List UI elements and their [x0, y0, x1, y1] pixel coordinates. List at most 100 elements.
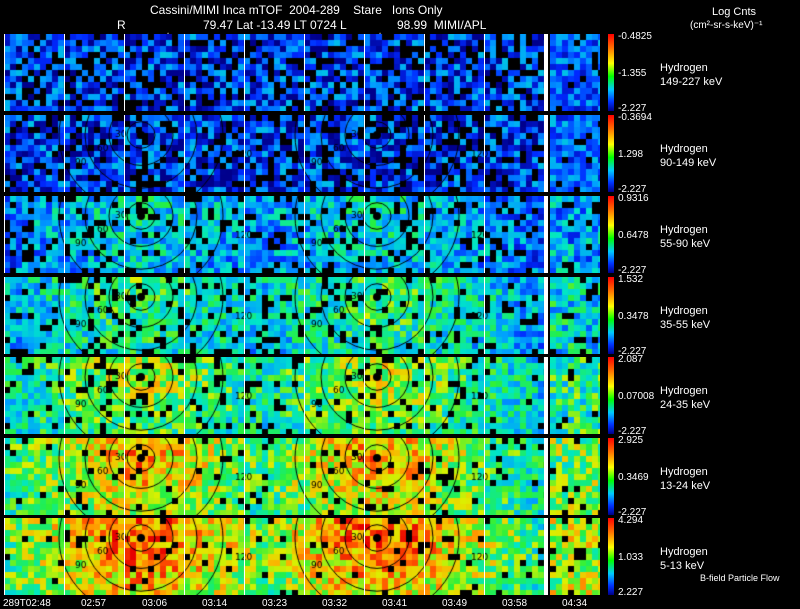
time-tick: 02:57 — [81, 598, 107, 609]
time-gridline — [544, 357, 545, 434]
colorbar-mid-label: 1.033 — [618, 552, 644, 563]
time-gridline — [4, 277, 5, 354]
time-gridline — [244, 438, 245, 515]
panel-separator — [545, 115, 548, 192]
time-gridline — [484, 438, 485, 515]
colorbar-min-label: -2.227 — [618, 507, 647, 518]
energy-range-label: 90-149 keV — [660, 157, 717, 169]
spectrogram-image — [4, 196, 546, 273]
time-tick: 03:23 — [262, 598, 288, 609]
time-gridline — [124, 196, 125, 273]
colorbar-min-label: -2.227 — [618, 265, 647, 276]
panel-separator — [545, 518, 548, 595]
colorbar-mid-label: 0.07008 — [618, 391, 655, 402]
panel-separator — [545, 196, 548, 273]
time-gridline — [244, 277, 245, 354]
time-gridline — [184, 115, 185, 192]
time-gridline — [4, 196, 5, 273]
time-gridline — [304, 277, 305, 354]
time-gridline — [64, 438, 65, 515]
time-gridline — [184, 196, 185, 273]
panel-separator — [545, 34, 548, 111]
colorbar-min-label: -2.227 — [618, 103, 647, 114]
species-label: Hydrogen — [660, 224, 708, 236]
time-gridline — [124, 115, 125, 192]
colorbar-max-label: -0.3694 — [618, 112, 652, 123]
colorbar — [608, 438, 614, 515]
species-label: Hydrogen — [660, 62, 708, 74]
time-gridline — [424, 115, 425, 192]
colorbar-max-label: 4.294 — [618, 515, 644, 526]
time-gridline — [484, 518, 485, 595]
time-gridline — [64, 518, 65, 595]
time-gridline — [124, 438, 125, 515]
time-gridline — [544, 115, 545, 192]
side-strip-image — [550, 357, 600, 434]
time-gridline — [544, 196, 545, 273]
footer-note: B-field Particle Flow — [700, 573, 780, 583]
time-gridline — [4, 34, 5, 111]
colorbar — [608, 357, 614, 434]
time-gridline — [304, 357, 305, 434]
time-gridline — [124, 34, 125, 111]
species-label: Hydrogen — [660, 466, 708, 478]
time-gridline — [424, 438, 425, 515]
species-label: Hydrogen — [660, 385, 708, 397]
time-gridline — [64, 34, 65, 111]
time-tick: 03:49 — [442, 598, 468, 609]
colorbar-min-label: -2.227 — [618, 346, 647, 357]
time-gridline — [4, 357, 5, 434]
time-gridline — [184, 34, 185, 111]
side-strip-image — [550, 518, 600, 595]
time-gridline — [244, 34, 245, 111]
time-gridline — [544, 438, 545, 515]
time-gridline — [364, 115, 365, 192]
species-label: Hydrogen — [660, 546, 708, 558]
time-gridline — [184, 518, 185, 595]
colorbar-max-label: 2.087 — [618, 354, 644, 365]
time-gridline — [484, 357, 485, 434]
colorbar-max-label: -0.4825 — [618, 31, 652, 42]
time-gridline — [64, 115, 65, 192]
time-gridline — [544, 518, 545, 595]
energy-panel — [4, 277, 546, 354]
time-gridline — [304, 34, 305, 111]
time-gridline — [4, 115, 5, 192]
spectrogram-image — [4, 357, 546, 434]
time-gridline — [124, 518, 125, 595]
colorbar-mid-label: 1.298 — [618, 149, 644, 160]
energy-range-label: 149-227 keV — [660, 76, 723, 88]
time-gridline — [424, 196, 425, 273]
time-gridline — [424, 357, 425, 434]
time-tick: 03:32 — [322, 598, 348, 609]
side-strip-image — [550, 196, 600, 273]
side-strip-image — [550, 438, 600, 515]
colorbar — [608, 115, 614, 192]
species-label: Hydrogen — [660, 143, 708, 155]
energy-panel — [4, 34, 546, 111]
energy-range-label: 35-55 keV — [660, 319, 711, 331]
time-gridline — [364, 518, 365, 595]
side-strip-image — [550, 34, 600, 111]
time-gridline — [364, 277, 365, 354]
colorbar-mid-label: 0.6478 — [618, 230, 649, 241]
colorbar-mid-label: 0.3469 — [618, 472, 649, 483]
time-gridline — [4, 518, 5, 595]
time-gridline — [64, 196, 65, 273]
time-tick: 03:58 — [502, 598, 528, 609]
colorbar-mid-label: -1.355 — [618, 68, 647, 79]
time-gridline — [364, 34, 365, 111]
colorbar — [608, 277, 614, 354]
energy-range-label: 24-35 keV — [660, 399, 711, 411]
colorbar — [608, 34, 614, 111]
panel-separator — [545, 438, 548, 515]
units-subtitle: (cm²-sr-s-keV)⁻¹ — [690, 20, 763, 31]
time-gridline — [364, 357, 365, 434]
position-r-label: R — [117, 18, 126, 32]
time-tick: 289T02:48 — [3, 598, 51, 609]
time-gridline — [64, 357, 65, 434]
time-gridline — [544, 277, 545, 354]
time-tick: 03:41 — [382, 598, 408, 609]
colorbar — [608, 518, 614, 595]
